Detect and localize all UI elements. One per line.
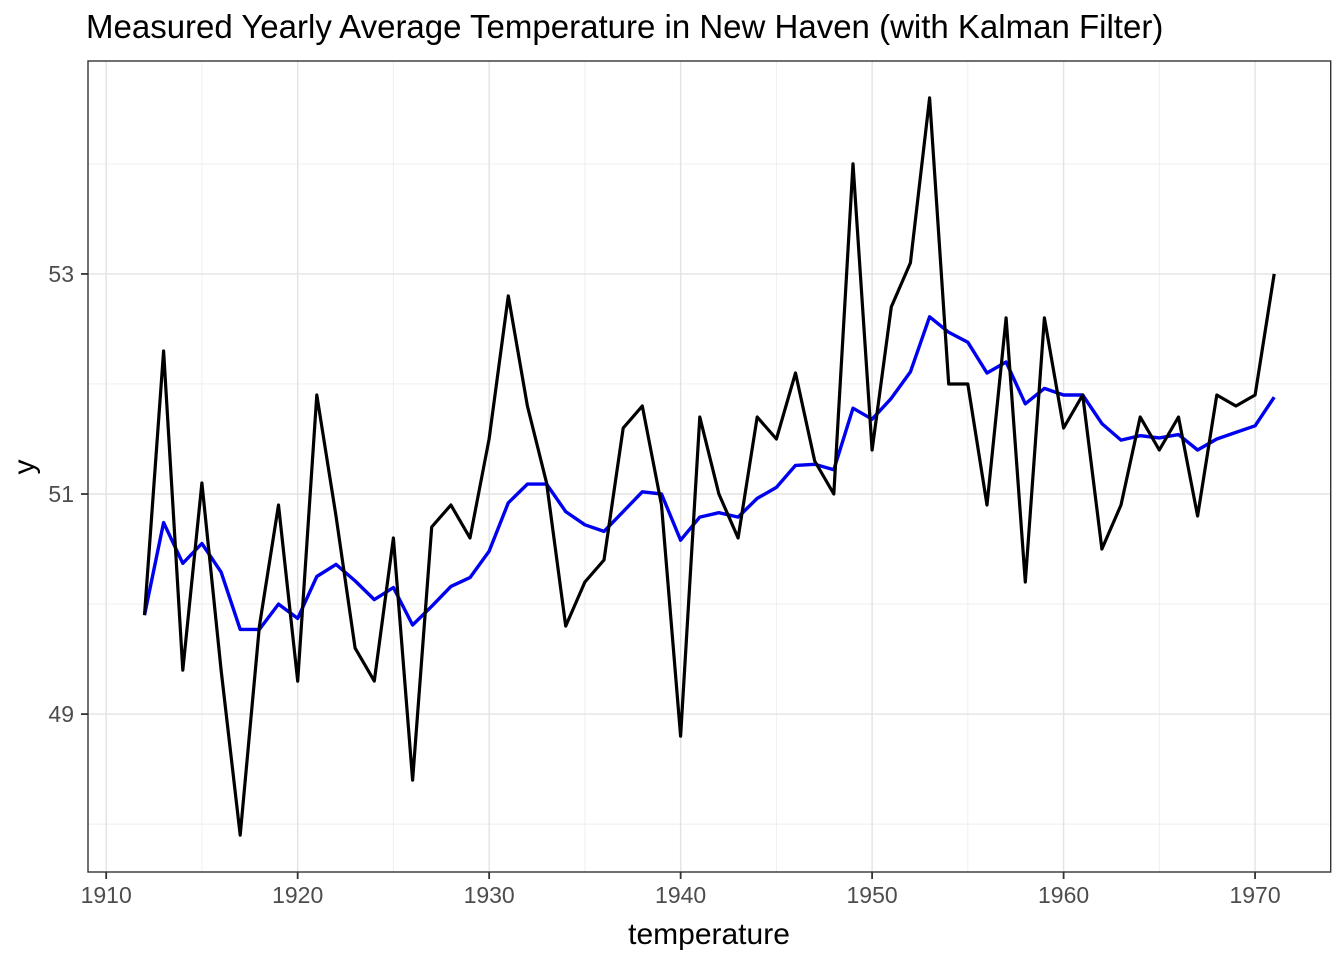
tick-labels-layer: 1910 1920 1930 1940 1950 1960 1970 49 51 53 bbox=[48, 261, 1280, 908]
x-tick-label-1910: 1910 bbox=[81, 882, 132, 908]
series-measured-line bbox=[142, 96, 1276, 837]
y-tick-label-49: 49 bbox=[48, 701, 74, 727]
data-series-layer bbox=[142, 96, 1276, 837]
x-tick-label-1950: 1950 bbox=[847, 882, 898, 908]
y-axis-title: y bbox=[8, 460, 41, 475]
y-tick-label-51: 51 bbox=[48, 481, 74, 507]
panel-background bbox=[88, 61, 1331, 872]
panel-background-layer bbox=[88, 61, 1331, 872]
x-axis-title: temperature bbox=[628, 918, 790, 951]
panel-border bbox=[87, 60, 1332, 873]
panel-border-layer bbox=[87, 60, 1332, 873]
x-tick-label-1930: 1930 bbox=[464, 882, 515, 908]
y-tick-label-53: 53 bbox=[48, 261, 74, 287]
x-tick-label-1960: 1960 bbox=[1038, 882, 1089, 908]
x-tick-label-1970: 1970 bbox=[1229, 882, 1280, 908]
x-tick-label-1940: 1940 bbox=[655, 882, 706, 908]
series-kalman_filter-line bbox=[142, 315, 1276, 632]
axis-ticks-layer bbox=[81, 273, 1256, 879]
plot-title: Measured Yearly Average Temperature in N… bbox=[86, 8, 1163, 45]
minor-gridlines-layer bbox=[88, 61, 1331, 872]
x-tick-label-1920: 1920 bbox=[272, 882, 323, 908]
